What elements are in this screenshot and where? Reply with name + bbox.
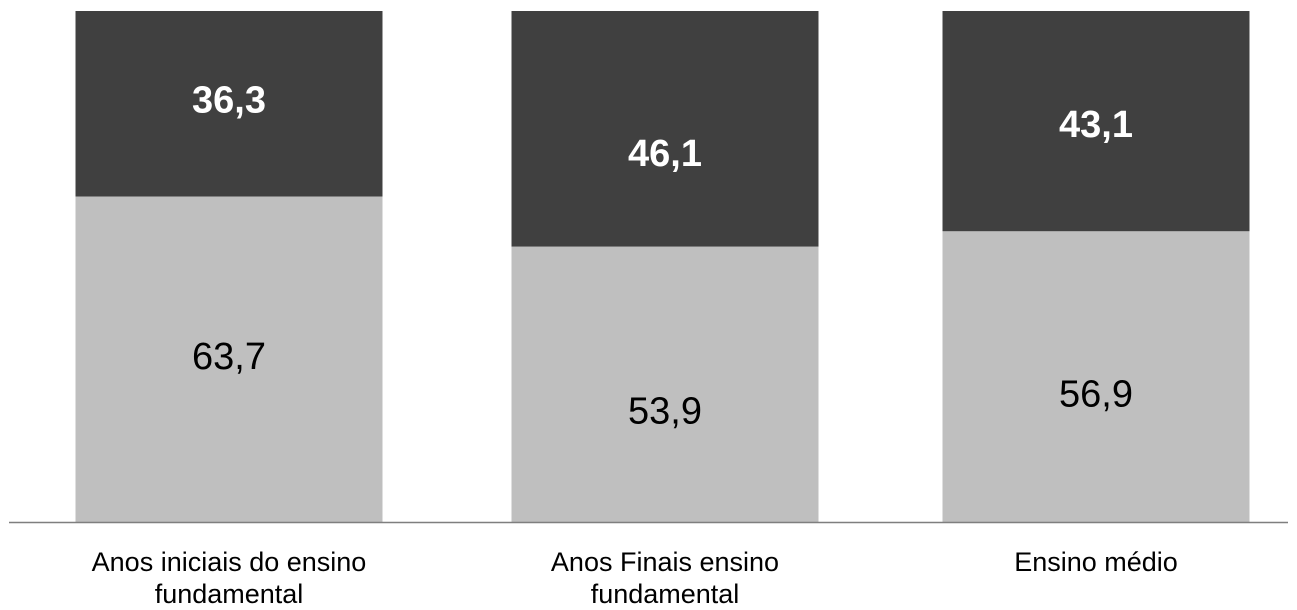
bar-segment-lower-0: [75, 196, 383, 523]
category-label-0-line-1: fundamental: [155, 579, 304, 609]
bar-segment-upper-1: [511, 11, 819, 247]
category-label-2-line-0: Ensino médio: [1014, 547, 1178, 577]
bars-group: [75, 11, 1250, 523]
bar-segment-lower-1: [511, 246, 819, 523]
bar-segment-upper-0: [75, 11, 383, 197]
data-label-lower-1: 53,9: [628, 390, 702, 432]
data-label-upper-2: 43,1: [1059, 104, 1133, 146]
category-label-1-line-1: fundamental: [591, 579, 740, 609]
data-label-lower-2: 56,9: [1059, 374, 1133, 416]
bar-segment-upper-2: [942, 11, 1250, 232]
bar-labels-group: 63,7 36,3 53,9 46,1 56,9 43,1: [192, 80, 1133, 433]
category-label-0-line-0: Anos iniciais do ensino: [92, 547, 367, 577]
bar-segment-lower-2: [942, 231, 1250, 522]
category-label-1-line-0: Anos Finais ensino: [551, 547, 779, 577]
data-label-lower-0: 63,7: [192, 336, 266, 378]
data-label-upper-1: 46,1: [628, 133, 702, 175]
data-label-upper-0: 36,3: [192, 80, 266, 122]
